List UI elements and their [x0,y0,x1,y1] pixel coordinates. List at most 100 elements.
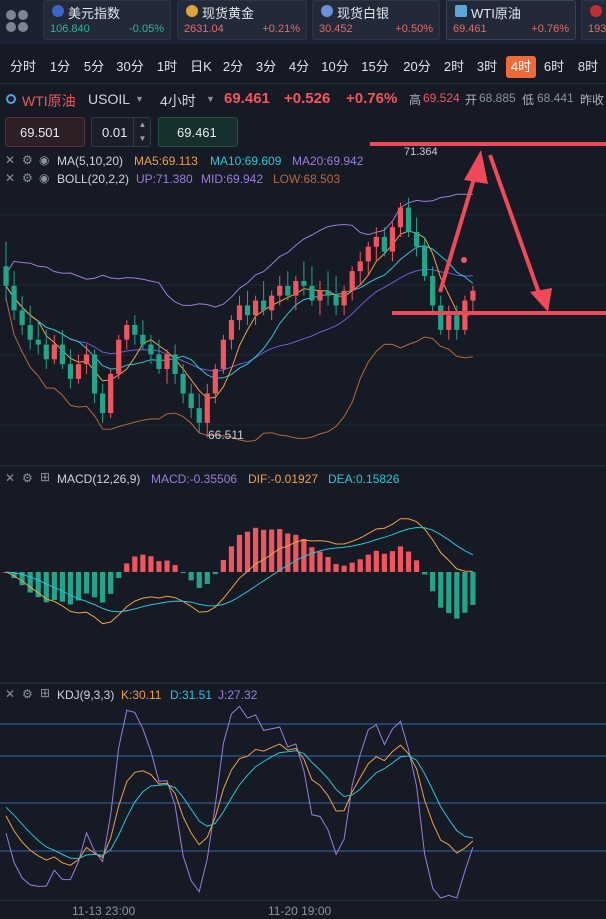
macd-bar [19,572,25,586]
macd-bar [413,560,420,572]
candle-body [373,236,379,247]
macd-bar [212,572,218,575]
gear-icon[interactable]: ⚙ [22,153,33,167]
period-tab-6[interactable]: 2分 [222,59,244,74]
macd-bar [108,572,114,594]
eye-icon[interactable]: ◉ [39,171,50,185]
buy-price-box[interactable]: 69.461 [158,117,238,147]
candle-body [365,246,371,262]
macd-bar [333,564,339,572]
lot-stepper[interactable]: ▲ ▼ [133,118,151,146]
expand-icon[interactable]: ⊞ [40,686,51,700]
macd-bar [140,554,146,572]
period-tab-2[interactable]: 5分 [83,59,105,74]
quote-card-gold[interactable]: 现货黄金 2631.04 +0.21% [177,0,307,40]
period-tab-9[interactable]: 10分 [321,59,349,74]
expand-icon[interactable]: ⊞ [40,470,51,484]
low-value: 68.441 [537,91,574,105]
period-tab-12[interactable]: 2时 [443,59,465,74]
symbol-header: WTI原油 USOIL ▼ 4小时 ▼ 69.461 +0.526 +0.76%… [0,88,606,110]
period-tab-3[interactable]: 30分 [116,59,144,74]
period-tab-1[interactable]: 1分 [49,59,71,74]
kdj-settings-row: ✕ ⚙ ⊞ KDJ(9,3,3) K:30.11 D:31.51 J:27.32 [0,686,606,704]
quote-card-usd-index[interactable]: 美元指数 106.840 -0.05% [43,0,171,40]
period-tab-14[interactable]: 4时 [506,56,536,78]
dea-line [5,526,474,613]
us-flag-icon [52,5,64,17]
price-change-pct: +0.76% [346,90,398,107]
candle-body [381,236,387,252]
stepper-up-icon[interactable]: ▲ [138,120,147,129]
close-icon[interactable]: ✕ [5,471,16,485]
gear-icon[interactable]: ⚙ [22,471,33,485]
macd-bar [83,572,90,594]
period-tab-11[interactable]: 20分 [403,59,431,74]
k-line [5,743,474,866]
macd-value: MACD:-0.35506 [151,472,238,486]
time-label: 11-20 19:00 [268,904,332,918]
divider [0,83,606,84]
macd-bar [357,559,363,572]
period-tab-4[interactable]: 1时 [156,59,178,74]
time-axis: 11-13 23:00 11-20 19:00 [0,900,606,919]
close-icon[interactable]: ✕ [5,687,16,701]
macd-bar [365,554,371,572]
macd-bar [148,556,154,572]
quote-card-silver[interactable]: 现货白银 30.452 +0.50% [312,0,440,40]
candle-body [462,300,468,330]
quote-card-extra[interactable]: 193 [581,0,606,40]
interval-selector[interactable]: 4小时 [160,93,196,109]
gear-icon[interactable]: ⚙ [22,687,33,701]
symbol-code[interactable]: USOIL [88,91,131,107]
stepper-down-icon[interactable]: ▼ [138,134,147,143]
period-tab-16[interactable]: 8时 [577,59,599,74]
app-menu-icon[interactable] [4,8,30,34]
kdj-chart [0,705,606,899]
macd-bar [277,529,283,572]
macd-bar [220,559,226,572]
macd-chart [3,518,476,625]
quote-card-wti[interactable]: WTI原油 69.461 +0.76% [446,0,576,40]
ma5-line [5,230,474,399]
candle-body [277,285,283,296]
candle-body [212,369,218,394]
macd-bar [261,529,267,572]
period-tab-8[interactable]: 4分 [288,59,310,74]
eye-icon[interactable]: ◉ [39,153,50,167]
macd-bar [317,551,323,572]
candle-body [75,364,82,379]
lot-input[interactable]: 0.01 [91,117,151,147]
close-icon[interactable]: ✕ [5,171,16,185]
chevron-down-icon[interactable]: ▼ [206,94,215,104]
period-tab-5[interactable]: 日K [190,59,212,74]
gear-icon[interactable]: ⚙ [22,171,33,185]
macd-bar [244,531,251,572]
macd-settings-row: ✕ ⚙ ⊞ MACD(12,26,9) MACD:-0.35506 DIF:-0… [0,470,606,488]
candle-body [59,344,65,365]
quote-price: 69.461 [453,23,487,35]
candles [3,197,476,438]
period-tab-7[interactable]: 3分 [255,59,277,74]
candle-body [83,354,90,365]
ma5-value: MA5:69.113 [134,154,198,168]
candle-body [349,271,355,291]
quote-name: WTI原油 [471,6,521,21]
period-tab-13[interactable]: 3时 [476,59,498,74]
d-value: D:31.51 [170,688,213,702]
period-tab-0[interactable]: 分时 [9,59,36,74]
period-tab-10[interactable]: 15分 [361,59,389,74]
close-icon[interactable]: ✕ [5,153,16,167]
trend-line-up [438,171,478,293]
symbol-name[interactable]: WTI原油 [22,93,76,109]
k-value: K:30.11 [121,688,162,702]
macd-bar [156,561,162,572]
grid-lines [0,214,606,684]
candle-body [91,354,98,394]
macd-bar [309,547,315,572]
chevron-down-icon[interactable]: ▼ [135,94,144,104]
macd-bar [27,572,33,593]
candle-body [405,207,412,233]
period-tab-15[interactable]: 6时 [543,59,565,74]
sell-price-box[interactable]: 69.501 [5,117,85,147]
gold-icon [186,5,198,17]
